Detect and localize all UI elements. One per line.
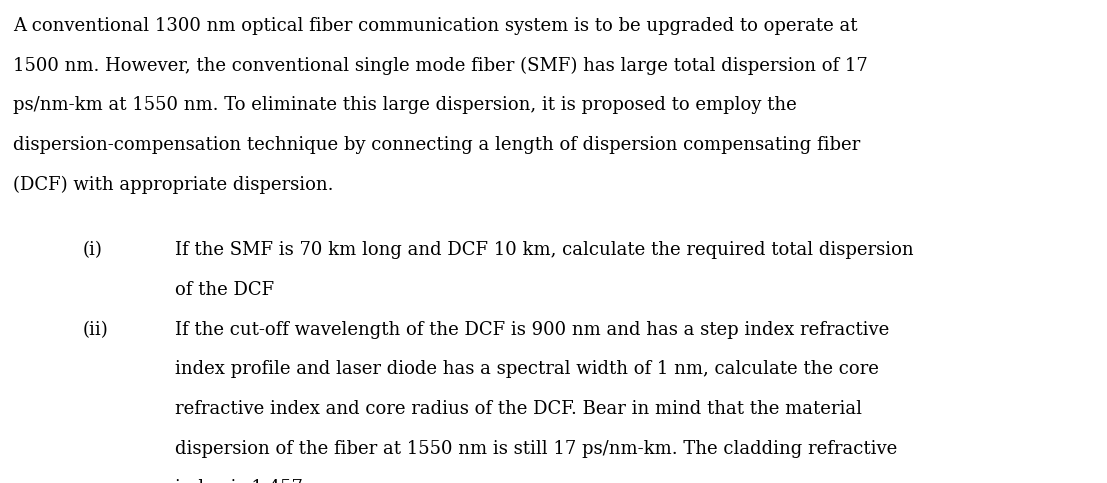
Text: 1500 nm. However, the conventional single mode fiber (SMF) has large total dispe: 1500 nm. However, the conventional singl… xyxy=(13,57,868,75)
Text: (ii): (ii) xyxy=(83,321,108,339)
Text: (DCF) with appropriate dispersion.: (DCF) with appropriate dispersion. xyxy=(13,175,334,194)
Text: dispersion-compensation technique by connecting a length of dispersion compensat: dispersion-compensation technique by con… xyxy=(13,136,860,154)
Text: refractive index and core radius of the DCF. Bear in mind that the material: refractive index and core radius of the … xyxy=(175,400,862,418)
Text: (i): (i) xyxy=(83,242,103,259)
Text: If the SMF is 70 km long and DCF 10 km, calculate the required total dispersion: If the SMF is 70 km long and DCF 10 km, … xyxy=(175,242,913,259)
Text: A conventional 1300 nm optical fiber communication system is to be upgraded to o: A conventional 1300 nm optical fiber com… xyxy=(13,17,858,35)
Text: of the DCF: of the DCF xyxy=(175,281,275,299)
Text: If the cut-off wavelength of the DCF is 900 nm and has a step index refractive: If the cut-off wavelength of the DCF is … xyxy=(175,321,889,339)
Text: index is 1.457: index is 1.457 xyxy=(175,479,303,483)
Text: dispersion of the fiber at 1550 nm is still 17 ps/nm-km. The cladding refractive: dispersion of the fiber at 1550 nm is st… xyxy=(175,440,897,457)
Text: ps/nm-km at 1550 nm. To eliminate this large dispersion, it is proposed to emplo: ps/nm-km at 1550 nm. To eliminate this l… xyxy=(13,96,797,114)
Text: index profile and laser diode has a spectral width of 1 nm, calculate the core: index profile and laser diode has a spec… xyxy=(175,360,879,378)
